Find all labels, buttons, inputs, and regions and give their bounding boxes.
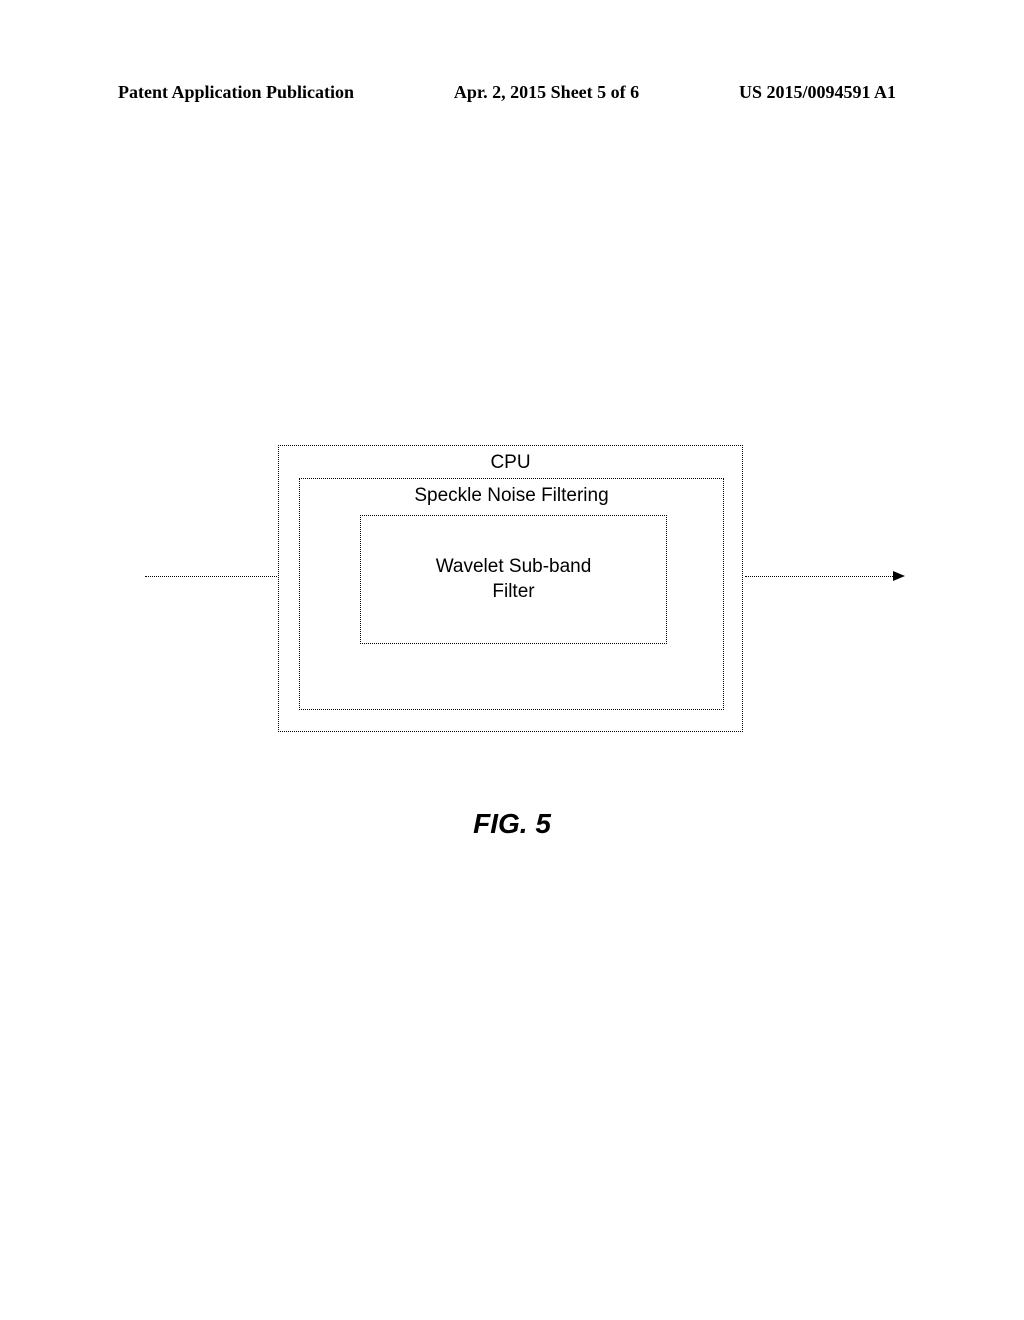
- header-date-sheet: Apr. 2, 2015 Sheet 5 of 6: [454, 82, 639, 103]
- page-header: Patent Application Publication Apr. 2, 2…: [0, 82, 1024, 103]
- header-patent-number: US 2015/0094591 A1: [739, 82, 896, 103]
- output-arrow: [745, 576, 905, 578]
- input-arrow: [145, 576, 295, 578]
- wavelet-filter-label: Wavelet Sub-band Filter: [436, 555, 592, 604]
- header-publication-type: Patent Application Publication: [118, 82, 354, 103]
- figure-caption: FIG. 5: [0, 808, 1024, 840]
- wavelet-filter-block: Wavelet Sub-band Filter: [360, 515, 667, 644]
- output-arrow-line: [745, 576, 893, 577]
- output-arrow-head: [893, 571, 905, 581]
- cpu-block: CPU Speckle Noise Filtering Wavelet Sub-…: [278, 445, 743, 732]
- cpu-label: CPU: [279, 452, 742, 474]
- block-diagram: CPU Speckle Noise Filtering Wavelet Sub-…: [145, 445, 880, 765]
- input-arrow-line: [145, 576, 285, 577]
- speckle-filter-block: Speckle Noise Filtering Wavelet Sub-band…: [299, 478, 724, 710]
- speckle-filter-label: Speckle Noise Filtering: [300, 485, 723, 507]
